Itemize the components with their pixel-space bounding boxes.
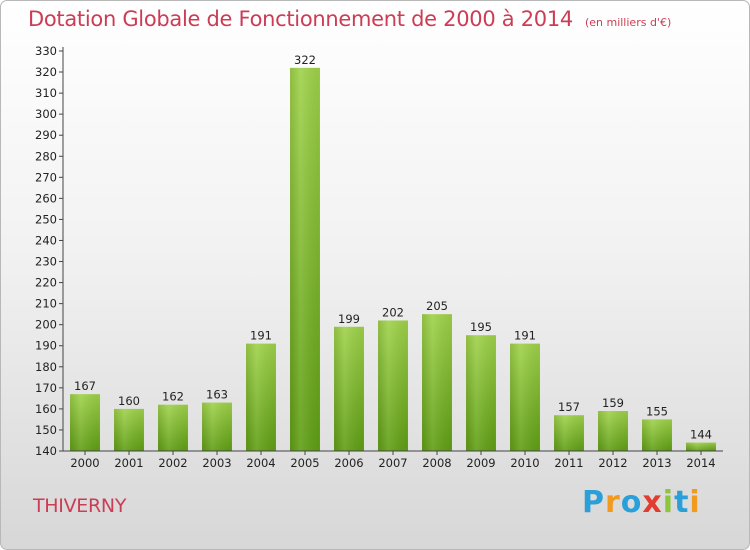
x-tick-label: 2006	[334, 456, 363, 470]
x-tick-label: 2000	[70, 456, 99, 470]
bar-shade	[510, 343, 540, 451]
bar-shade	[422, 314, 452, 451]
logo-letter: x	[642, 485, 663, 520]
y-tick-label: 240	[35, 233, 57, 247]
x-tick-label: 2014	[686, 456, 715, 470]
logo-letter: P	[582, 485, 605, 520]
x-tick-label: 2005	[290, 456, 319, 470]
y-tick-label: 320	[35, 65, 57, 79]
bar-shade	[202, 402, 232, 451]
y-tick-label: 170	[35, 381, 57, 395]
bar-shade	[70, 394, 100, 451]
bar-shade	[598, 411, 628, 451]
bar-value-label: 144	[690, 428, 712, 442]
y-tick-label: 150	[35, 423, 57, 437]
chart-title-text: Dotation Globale de Fonctionnement de 20…	[28, 7, 573, 31]
y-tick-label: 200	[35, 318, 57, 332]
bar-shade	[686, 442, 716, 451]
x-tick-label: 2002	[158, 456, 187, 470]
x-tick-label: 2003	[202, 456, 231, 470]
y-tick-label: 290	[35, 128, 57, 142]
x-tick-label: 2007	[378, 456, 407, 470]
y-tick-label: 180	[35, 360, 57, 374]
bar-value-label: 202	[382, 305, 404, 319]
bar-shade	[246, 343, 276, 451]
x-tick-label: 2012	[598, 456, 627, 470]
bar-value-label: 167	[74, 379, 96, 393]
y-tick-label: 280	[35, 149, 57, 163]
bar-shade	[158, 404, 188, 451]
y-axis: 140 150 160 170 180 190 200 210 220 230 240 250 260 2…	[35, 44, 64, 458]
y-tick-label: 300	[35, 107, 57, 121]
bar-value-label: 205	[426, 299, 448, 313]
y-tick-label: 310	[35, 86, 57, 100]
chart-title: Dotation Globale de Fonctionnement de 20…	[28, 7, 671, 31]
logo-letter: o	[620, 485, 643, 520]
bar-value-label: 160	[118, 394, 140, 408]
bar-value-label: 157	[558, 400, 580, 414]
bar-series: 167 160 162 163 191 322 199 202 205 195 191 157 159 1…	[70, 53, 716, 451]
bar-shade	[334, 326, 364, 451]
y-tick-label: 330	[35, 44, 57, 58]
y-tick-label: 190	[35, 339, 57, 353]
x-tick-label: 2011	[554, 456, 583, 470]
y-tick-label: 260	[35, 191, 57, 205]
y-tick-label: 160	[35, 402, 57, 416]
bar-shade	[114, 408, 144, 451]
logo-letter: r	[605, 485, 621, 520]
x-tick-label: 2009	[466, 456, 495, 470]
y-tick-label: 250	[35, 212, 57, 226]
bar-value-label: 155	[646, 404, 668, 418]
logo-letter: i	[689, 485, 701, 520]
bar-value-label: 191	[514, 329, 536, 343]
y-tick-label: 230	[35, 255, 57, 269]
x-tick-label: 2013	[642, 456, 671, 470]
chart-subtitle: (en milliers d'€)	[584, 16, 672, 29]
x-tick-label: 2010	[510, 456, 539, 470]
bar-value-label: 162	[162, 390, 184, 404]
y-tick-label: 220	[35, 276, 57, 290]
bar-shade	[554, 415, 584, 451]
x-tick-label: 2004	[246, 456, 275, 470]
bar-value-label: 195	[470, 320, 492, 334]
bar-shade	[466, 335, 496, 451]
y-tick-label: 140	[35, 444, 57, 458]
logo-letter: i	[662, 485, 675, 520]
x-axis: 2000 2001 2002 2003 2004 2005 2006 2007 2008 2009…	[63, 450, 723, 470]
bar-value-label: 322	[294, 53, 316, 67]
proxiti-logo: Proxiti	[582, 485, 701, 520]
x-tick-label: 2001	[114, 456, 143, 470]
bar-value-label: 159	[602, 396, 624, 410]
bar-shade	[290, 67, 320, 451]
bar-value-label: 191	[250, 329, 272, 343]
bar-shade	[378, 320, 408, 451]
y-tick-label: 270	[35, 170, 57, 184]
logo-letter: t	[674, 485, 690, 520]
place-name: THIVERNY	[33, 495, 127, 517]
y-tick-label: 210	[35, 297, 57, 311]
x-tick-label: 2008	[422, 456, 451, 470]
bar-value-label: 199	[338, 312, 360, 326]
bar-shade	[642, 419, 672, 451]
bar-value-label: 163	[206, 388, 228, 402]
